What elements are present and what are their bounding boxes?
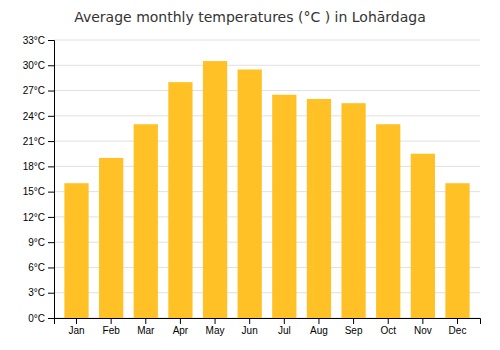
tick: 30°C — [23, 60, 54, 71]
title: Average monthly temperatures (°C ) in Lo… — [74, 9, 426, 25]
tick-mark — [353, 318, 354, 324]
tick: Nov — [414, 318, 432, 336]
tick-mark — [48, 242, 54, 243]
tick-label: Nov — [414, 325, 432, 336]
tick: Apr — [173, 318, 189, 336]
bar — [307, 99, 331, 318]
bar — [134, 124, 158, 318]
tick-label: 27°C — [23, 85, 45, 96]
tick-mark — [48, 40, 54, 41]
tick-label: Jan — [68, 325, 84, 336]
tick: Jul — [278, 318, 291, 336]
tick-label: 0°C — [28, 313, 45, 324]
tick-mark — [284, 318, 285, 324]
tick-label: Jul — [278, 325, 291, 336]
tick-mark — [318, 318, 319, 324]
tick-mark — [48, 192, 54, 193]
tick-mark — [48, 65, 54, 66]
tick: 24°C — [23, 111, 54, 122]
tick-mark — [111, 318, 112, 324]
tick: 21°C — [23, 136, 54, 147]
tick: Aug — [310, 318, 328, 336]
x-axis: Jan Feb Mar Apr May Jun Jul Aug Sep Oct Nov Dec — [55, 318, 481, 336]
tick-label: 15°C — [23, 186, 45, 197]
grid-line — [54, 40, 480, 41]
bar — [99, 158, 123, 318]
tick: Dec — [449, 318, 467, 336]
plot: 0°C 3°C 6°C 9°C 12°C 15°C 18°C 21°C 24°C 27°C 30°C… — [23, 35, 481, 336]
tick-label: Mar — [137, 325, 155, 336]
tick-mark — [48, 293, 54, 294]
bar — [341, 103, 365, 318]
bar — [203, 61, 227, 318]
tick: Feb — [103, 318, 121, 336]
tick: May — [206, 318, 225, 336]
axis-line — [55, 319, 481, 325]
tick-mark — [48, 141, 54, 142]
grid-line — [54, 115, 480, 116]
tick: 6°C — [28, 262, 54, 273]
bar — [376, 124, 400, 318]
grid-line — [54, 141, 480, 142]
tick-mark — [48, 116, 54, 117]
tick-mark — [76, 318, 77, 324]
bars — [64, 61, 469, 318]
tick-mark — [215, 318, 216, 324]
tick: Jun — [242, 318, 258, 336]
tick-mark — [249, 318, 250, 324]
tick-mark — [48, 91, 54, 92]
tick-label: 3°C — [28, 287, 45, 298]
tick-mark — [48, 318, 54, 319]
tick-mark — [48, 217, 54, 218]
axis-line — [48, 41, 55, 319]
grid — [54, 40, 480, 318]
tick: 9°C — [28, 237, 54, 248]
tick: 15°C — [23, 186, 54, 197]
tick-mark — [180, 318, 181, 324]
tick: 3°C — [28, 287, 54, 298]
tick-mark — [48, 267, 54, 268]
tick-label: Apr — [173, 325, 189, 336]
tick-mark — [388, 318, 389, 324]
bar — [272, 95, 296, 318]
chart: Average monthly temperatures (°C ) in Lo… — [0, 0, 500, 350]
tick-label: Jun — [242, 325, 258, 336]
grid-line — [54, 65, 480, 66]
tick-label: 24°C — [23, 111, 45, 122]
tick-mark — [145, 318, 146, 324]
tick-label: May — [206, 325, 225, 336]
bar — [238, 69, 262, 318]
tick-label: 12°C — [23, 212, 45, 223]
tick-label: Feb — [103, 325, 121, 336]
tick-label: 6°C — [28, 262, 45, 273]
tick-label: Sep — [345, 325, 363, 336]
tick-label: Oct — [380, 325, 396, 336]
tick: 12°C — [23, 212, 54, 223]
tick: Sep — [345, 318, 363, 336]
tick-mark — [48, 166, 54, 167]
bar — [445, 183, 469, 318]
tick: Oct — [380, 318, 396, 336]
tick-label: Dec — [449, 325, 467, 336]
tick: 18°C — [23, 161, 54, 172]
tick-mark — [457, 318, 458, 324]
tick-label: Aug — [310, 325, 328, 336]
bar — [411, 154, 435, 318]
tick-label: 9°C — [28, 237, 45, 248]
y-axis: 0°C 3°C 6°C 9°C 12°C 15°C 18°C 21°C 24°C 27°C 30°C… — [23, 35, 55, 324]
tick: 33°C — [23, 35, 54, 46]
bar — [168, 82, 192, 318]
tick: 27°C — [23, 85, 54, 96]
tick-label: 33°C — [23, 35, 45, 46]
tick-mark — [422, 318, 423, 324]
tick: Jan — [68, 318, 84, 336]
tick: Mar — [137, 318, 155, 336]
bar — [64, 183, 88, 318]
tick-label: 30°C — [23, 60, 45, 71]
tick-label: 21°C — [23, 136, 45, 147]
tick: 0°C — [28, 313, 54, 324]
grid-line — [54, 90, 480, 91]
tick-label: 18°C — [23, 161, 45, 172]
